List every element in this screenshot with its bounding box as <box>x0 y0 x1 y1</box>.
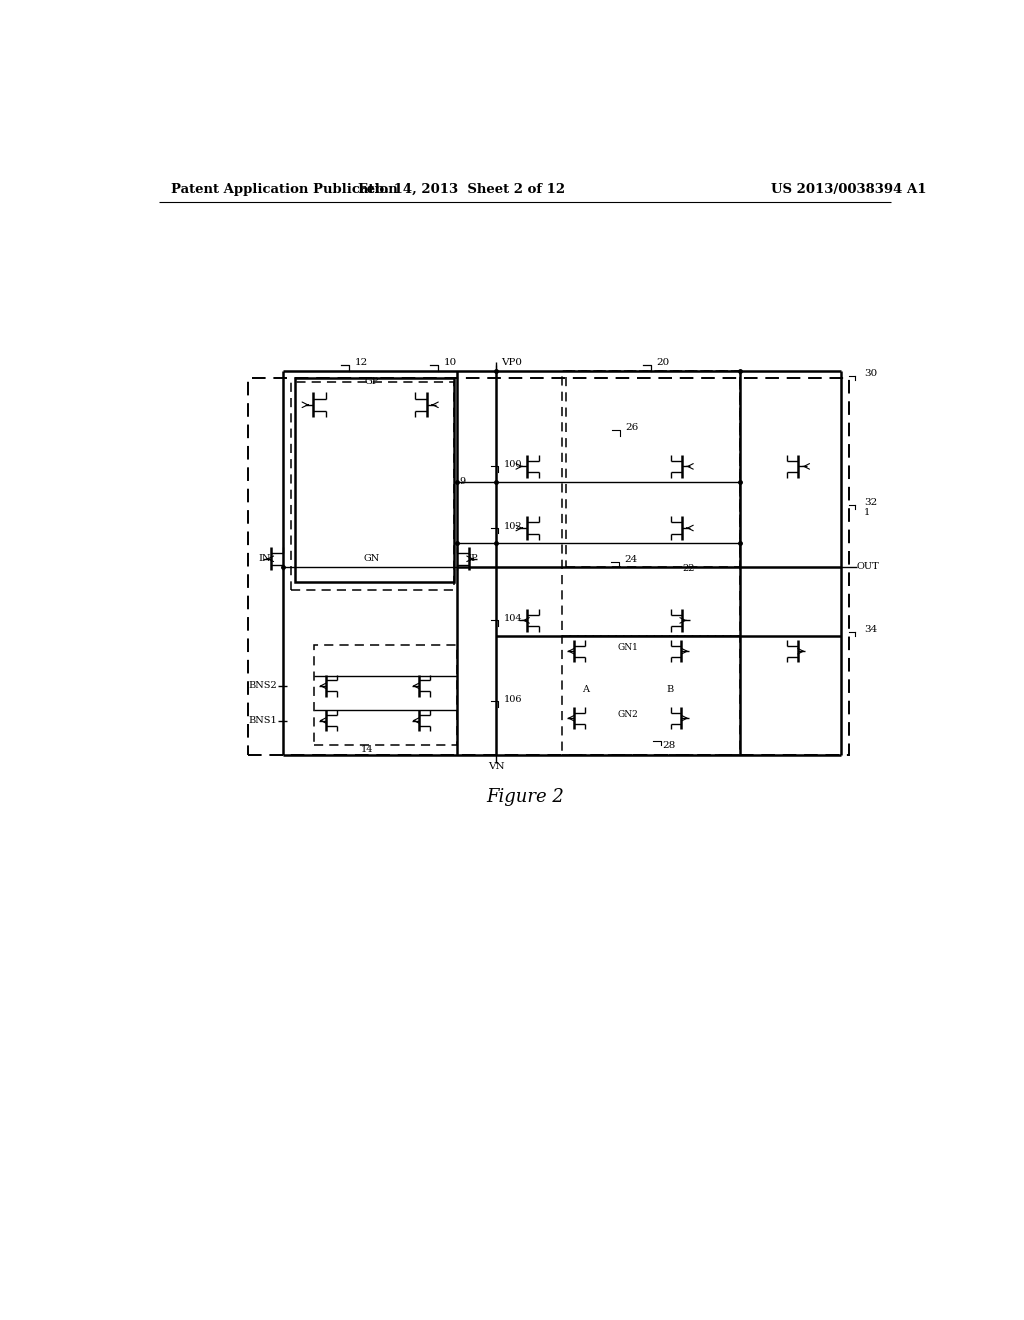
Text: 10: 10 <box>443 358 457 367</box>
Text: 100: 100 <box>504 461 522 470</box>
Text: B: B <box>667 685 674 694</box>
Text: VN: VN <box>487 762 505 771</box>
Text: 20: 20 <box>656 358 670 367</box>
Text: IP: IP <box>467 554 478 564</box>
Text: 22: 22 <box>682 565 694 573</box>
Bar <box>566 371 740 566</box>
Text: 12: 12 <box>354 358 368 367</box>
Text: VP0: VP0 <box>502 358 522 367</box>
Text: 32: 32 <box>864 498 878 507</box>
Text: 34: 34 <box>864 626 878 634</box>
Text: GP: GP <box>365 378 379 387</box>
Text: 9: 9 <box>460 478 466 486</box>
Text: 24: 24 <box>624 556 637 564</box>
Text: Figure 2: Figure 2 <box>485 788 564 807</box>
Text: Feb. 14, 2013  Sheet 2 of 12: Feb. 14, 2013 Sheet 2 of 12 <box>357 182 565 195</box>
Text: GN2: GN2 <box>617 710 638 719</box>
Text: 14: 14 <box>360 746 373 754</box>
Text: 26: 26 <box>626 424 639 433</box>
Text: A: A <box>582 685 589 694</box>
Text: OUT: OUT <box>856 562 880 572</box>
Bar <box>295 378 454 582</box>
Bar <box>562 636 740 755</box>
Bar <box>248 378 849 755</box>
Bar <box>291 381 454 590</box>
Bar <box>314 645 458 744</box>
Text: 30: 30 <box>864 370 878 379</box>
Text: 106: 106 <box>504 696 522 704</box>
Text: US 2013/0038394 A1: US 2013/0038394 A1 <box>771 182 927 195</box>
Bar <box>562 371 740 636</box>
Text: BNS1: BNS1 <box>249 715 278 725</box>
Text: BNS2: BNS2 <box>249 681 278 690</box>
Text: GN: GN <box>364 554 380 564</box>
Text: Patent Application Publication: Patent Application Publication <box>171 182 397 195</box>
Text: 28: 28 <box>663 741 676 750</box>
Text: 104: 104 <box>504 614 522 623</box>
Text: 1: 1 <box>864 508 870 517</box>
Text: GN1: GN1 <box>617 643 638 652</box>
Text: IN: IN <box>259 554 271 564</box>
Text: 102: 102 <box>504 521 522 531</box>
